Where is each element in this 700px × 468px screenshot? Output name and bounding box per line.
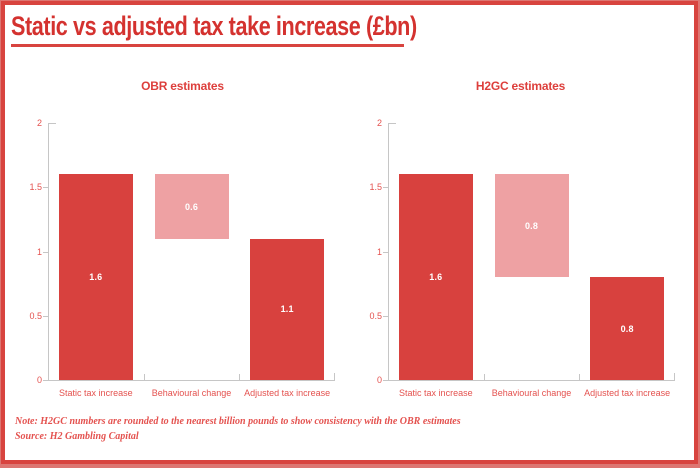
y-axis-tick — [43, 251, 48, 253]
chart-subtitle: H2GC estimates — [475, 79, 566, 93]
y-axis-tick — [43, 315, 48, 317]
category-label-static-tax-increase: Static tax increase — [59, 388, 133, 398]
source-text: Source: H2 Gambling Capital — [15, 431, 139, 442]
category-label-adjusted-tax-increase: Adjusted tax increase — [244, 388, 331, 398]
page-title: Static vs adjusted tax take increase (£b… — [11, 11, 417, 41]
y-axis-tick — [383, 251, 388, 253]
chart-h2gc-estimates: H2GC estimates 0 0.5 1 1.5 2 1.6 0.8 0.8 Static t… — [358, 75, 683, 405]
y-axis-top-cap — [388, 123, 396, 124]
category-label-behavioural-change: Behavioural change — [491, 388, 572, 398]
chart-subtitle: OBR estimates — [141, 79, 224, 93]
x-axis-end-cap — [334, 373, 335, 380]
bar-value-label: 1.1 — [280, 304, 294, 315]
y-axis-tick — [383, 187, 388, 189]
y-axis-tick-label: 1 — [36, 246, 42, 257]
category-label-adjusted-tax-increase: Adjusted tax increase — [584, 388, 671, 398]
bar-value-label: 0.8 — [620, 323, 634, 334]
y-axis-tick-label: 0.5 — [369, 310, 382, 321]
y-axis-top-cap — [48, 123, 56, 124]
y-axis-tick-label: 1.5 — [369, 182, 382, 193]
bar-static-tax-increase: 1.6 — [58, 174, 133, 380]
category-label-behavioural-change: Behavioural change — [151, 388, 232, 398]
bar-value-label: 0.8 — [524, 220, 539, 231]
y-axis-tick — [383, 380, 388, 381]
bar-adjusted-tax-increase: 1.1 — [250, 238, 325, 380]
bar-value-label: 1.6 — [429, 272, 443, 283]
x-axis-tick — [239, 374, 241, 380]
x-axis — [388, 380, 675, 381]
bar-behavioural-change: 0.8 — [494, 174, 569, 278]
y-axis-tick-label: 2 — [376, 118, 382, 128]
x-axis — [48, 380, 335, 381]
bar-static-tax-increase: 1.6 — [398, 174, 473, 380]
x-axis-tick — [143, 374, 145, 380]
category-label-static-tax-increase: Static tax increase — [399, 388, 473, 398]
y-axis — [388, 123, 389, 380]
y-axis-tick-label: 1.5 — [29, 182, 42, 193]
y-axis — [48, 123, 49, 380]
bar-value-label: 1.6 — [89, 272, 103, 283]
y-axis-tick — [383, 315, 388, 317]
y-axis-tick-label: 2 — [36, 118, 42, 128]
x-axis-tick — [483, 374, 485, 380]
x-axis-tick — [579, 374, 581, 380]
y-axis-tick — [43, 187, 48, 189]
y-axis-tick-label: 1 — [376, 246, 382, 257]
bar-adjusted-tax-increase: 0.8 — [590, 277, 665, 380]
x-axis-end-cap — [674, 373, 675, 380]
y-axis-tick-label: 0.5 — [29, 310, 42, 321]
chart-obr-estimates: OBR estimates 0 0.5 1 1.5 2 1.6 0.6 1.1 Static ta… — [20, 75, 345, 405]
title-underline — [11, 44, 404, 47]
note-text: Note: H2GC numbers are rounded to the ne… — [15, 416, 461, 427]
y-axis-tick — [43, 380, 48, 381]
bar-behavioural-change: 0.6 — [154, 174, 229, 239]
y-axis-tick-label: 0 — [36, 375, 42, 385]
bar-value-label: 0.6 — [184, 201, 199, 212]
y-axis-tick-label: 0 — [376, 375, 382, 385]
